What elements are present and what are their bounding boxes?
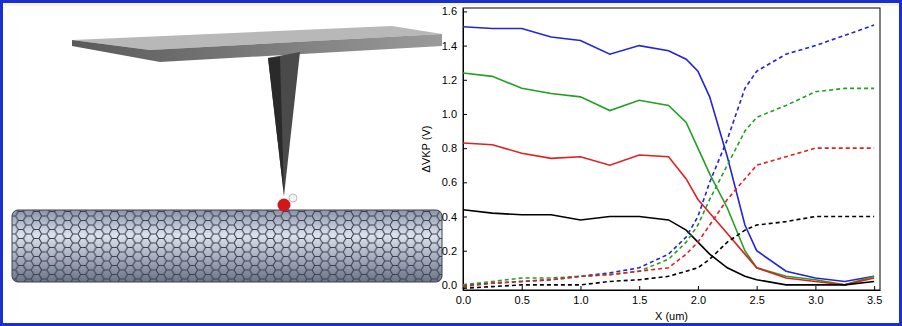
y-tick: 1.0 <box>442 108 467 120</box>
y-tick-mark <box>463 182 467 183</box>
x-tick: 1.0 <box>573 286 588 306</box>
y-tick: 1.6 <box>442 5 467 17</box>
molecule-oxygen <box>278 199 291 212</box>
x-tick: 3.0 <box>808 286 823 306</box>
x-tick-label: 3.5 <box>867 294 882 306</box>
x-tick: 2.5 <box>750 286 765 306</box>
series-line <box>463 143 874 285</box>
cantilever-side <box>72 34 442 62</box>
background <box>0 0 902 326</box>
x-tick: 1.5 <box>632 286 647 306</box>
x-tick-label: 0.0 <box>456 294 471 306</box>
y-tick-label: 0.6 <box>442 176 457 188</box>
y-tick-mark <box>463 148 467 149</box>
series-line <box>463 25 874 285</box>
y-tick-mark <box>463 11 467 12</box>
x-axis: 0.0 0.5 1.0 1.5 2.0 2.5 3.0 3.5 <box>456 286 882 306</box>
y-tick-mark <box>463 114 467 115</box>
x-axis-title: X (um) <box>655 310 688 322</box>
series-line <box>463 217 874 289</box>
x-tick-label: 1.5 <box>632 294 647 306</box>
y-tick-label: 0.8 <box>442 142 457 154</box>
y-tick-label: 0.2 <box>442 245 457 257</box>
plot-frame <box>463 8 880 290</box>
x-tick-mark <box>580 286 581 290</box>
x-tick: 2.0 <box>691 286 706 306</box>
x-tick-label: 1.0 <box>573 294 588 306</box>
y-tick-label: 1.0 <box>442 108 457 120</box>
x-tick-mark <box>815 286 816 290</box>
y-tick-label: 0.4 <box>442 211 457 223</box>
y-tick-label: 1.2 <box>442 74 457 86</box>
y-tick: 0.8 <box>442 142 467 154</box>
y-tick: 0.6 <box>442 176 467 188</box>
x-tick-mark <box>874 286 875 290</box>
y-tick-mark <box>463 251 467 252</box>
y-tick-label: 1.4 <box>442 40 457 52</box>
y-tick-label: 0.0 <box>442 279 457 291</box>
y-axis-line <box>463 9 464 291</box>
x-tick-label: 0.5 <box>515 294 530 306</box>
y-axis-title: ΔVKP (V) <box>420 126 432 173</box>
molecule-hydrogen <box>289 194 297 202</box>
y-axis: 0.0 0.2 0.4 0.6 0.8 1.0 1.2 1.4 1.6 <box>442 5 467 290</box>
x-tick-mark <box>757 286 758 290</box>
tip-shade <box>268 57 284 196</box>
illustration <box>12 26 442 282</box>
y-tick: 1.2 <box>442 74 467 86</box>
y-tick-label: 1.6 <box>442 5 457 17</box>
nanotube-lattice <box>12 210 442 282</box>
plot-area <box>463 25 874 288</box>
x-tick-mark <box>698 286 699 290</box>
y-tick: 1.4 <box>442 40 467 52</box>
figure: 0.0 0.5 1.0 1.5 2.0 2.5 3.0 3.5 0.0 0.2 0.4 0.6 0.8 1… <box>0 0 902 326</box>
x-tick-mark <box>639 286 640 290</box>
y-tick-mark <box>463 217 467 218</box>
tip <box>268 52 300 196</box>
y-tick-mark <box>463 46 467 47</box>
x-axis-line <box>464 290 881 291</box>
y-tick-mark <box>463 80 467 81</box>
series-line <box>463 210 874 285</box>
nanotube <box>12 210 442 282</box>
y-tick: 0.2 <box>442 245 467 257</box>
x-tick: 0.5 <box>515 286 530 306</box>
x-tick: 3.5 <box>867 286 882 306</box>
y-tick: 0.4 <box>442 211 467 223</box>
series-line <box>463 88 874 285</box>
x-tick-mark <box>522 286 523 290</box>
x-tick-label: 3.0 <box>808 294 823 306</box>
x-tick-label: 2.0 <box>691 294 706 306</box>
outer-border <box>2 2 901 325</box>
x-tick-label: 2.5 <box>750 294 765 306</box>
